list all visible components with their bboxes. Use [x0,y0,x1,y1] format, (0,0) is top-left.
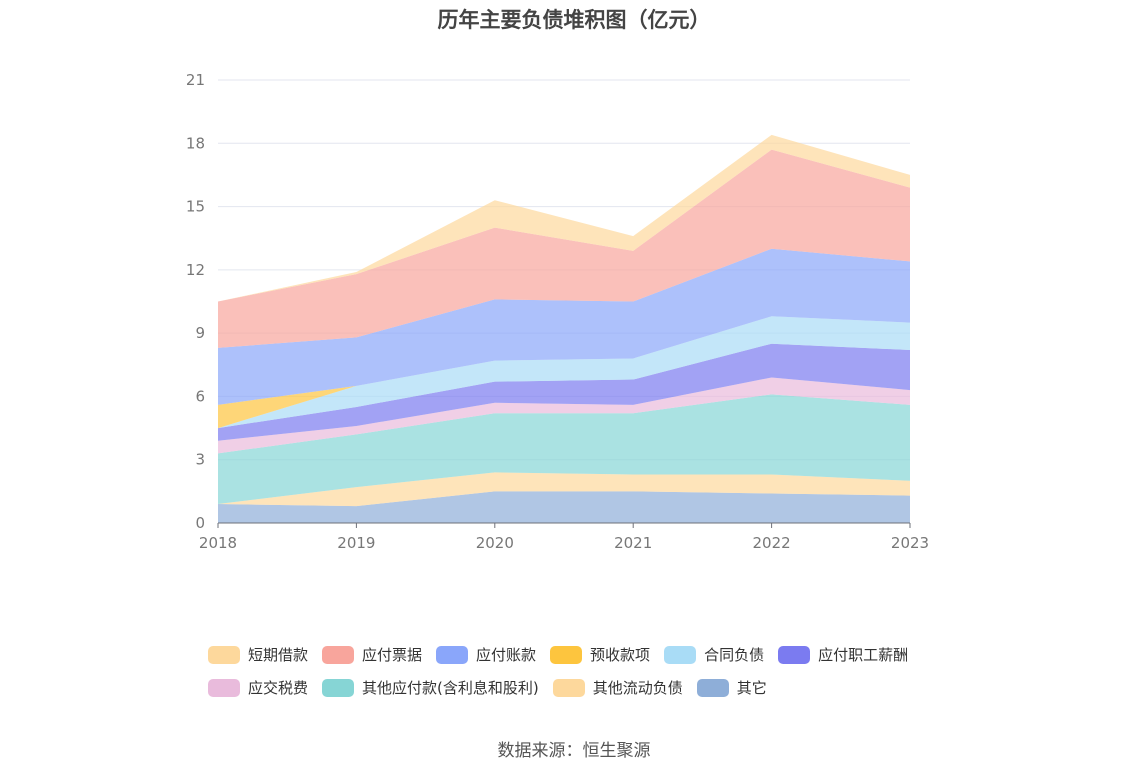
legend-label: 应付票据 [362,646,423,664]
legend-item[interactable]: 应付账款 [436,644,536,665]
area-series-应付票据 [218,149,910,348]
legend-label: 其它 [736,679,767,697]
area-series-应付账款 [218,248,910,405]
area-series-合同负债 [218,316,910,429]
x-tick-label: 2018 [199,534,237,552]
y-tick-label: 9 [195,324,205,342]
x-tick-label: 2022 [753,534,791,552]
legend-swatch [208,678,240,697]
legend-item[interactable]: 应付职工薪酬 [778,644,908,665]
axes: 0 3 6 9 12 15 18 21 2018 2019 2020 2021 2022 2023 [186,71,929,552]
chart-title: 历年主要负债堆积图（亿元） [437,8,711,32]
legend-label: 其他流动负债 [592,679,683,697]
y-tick-label: 15 [186,198,205,216]
legend-item[interactable]: 预收款项 [550,644,650,665]
legend-item[interactable]: 应交税费 [208,677,308,698]
area-series-短期借款 [218,134,910,302]
y-tick-label: 0 [195,514,205,532]
legend-swatch [664,645,697,664]
legend-item[interactable]: 其他应付款(含利息和股利) [322,677,539,698]
area-series-其它 [218,491,910,523]
x-tick-label: 2021 [614,534,652,552]
y-tick-label: 3 [195,451,205,469]
legend-swatch [436,645,469,664]
legend-item[interactable]: 合同负债 [664,644,764,665]
y-tick-label: 6 [195,387,205,405]
legend-item[interactable]: 其它 [696,677,767,698]
x-tick-label: 2023 [891,534,929,552]
area-series-应付职工薪酬 [218,343,910,441]
legend-row: 短期借款 应付票据 应付账款 预收款项 合同负债 应付职工薪酬 [208,638,968,671]
data-source: 数据来源：恒生聚源 [497,741,651,761]
legend: 短期借款 应付票据 应付账款 预收款项 合同负债 应付职工薪酬 应交税费 其他应付款(含利息… [208,638,968,704]
legend-swatch [322,678,355,697]
legend-item[interactable]: 短期借款 [208,644,308,665]
y-tick-label: 18 [186,134,205,152]
legend-label: 短期借款 [248,646,309,664]
legend-item[interactable]: 应付票据 [322,644,422,665]
legend-label: 其他应付款(含利息和股利) [362,679,539,697]
y-tick-label: 12 [186,261,205,279]
legend-swatch [696,678,729,697]
legend-label: 应付职工薪酬 [818,646,909,664]
legend-label: 合同负债 [704,646,765,664]
y-tick-label: 21 [186,71,205,89]
legend-label: 预收款项 [590,646,651,664]
legend-row: 应交税费 其他应付款(含利息和股利) 其他流动负债 其它 [208,671,968,704]
legend-swatch [552,678,585,697]
x-tick-label: 2020 [476,534,514,552]
legend-swatch [208,645,240,664]
legend-swatch [550,645,583,664]
x-tick-label: 2019 [337,534,375,552]
legend-swatch [778,645,811,664]
legend-label: 应付账款 [476,646,537,664]
legend-item[interactable]: 其他流动负债 [552,677,683,698]
stacked-area-chart: 0 3 6 9 12 15 18 21 2018 2019 2020 2021 2022 2023 [186,71,929,552]
legend-label: 应交税费 [248,679,309,697]
area-series-其他流动负债 [218,472,910,507]
legend-swatch [322,645,355,664]
area-series-应交税费 [218,377,910,454]
area-series [218,134,910,523]
area-series-其他应付款(合利息和股利) [218,394,910,505]
